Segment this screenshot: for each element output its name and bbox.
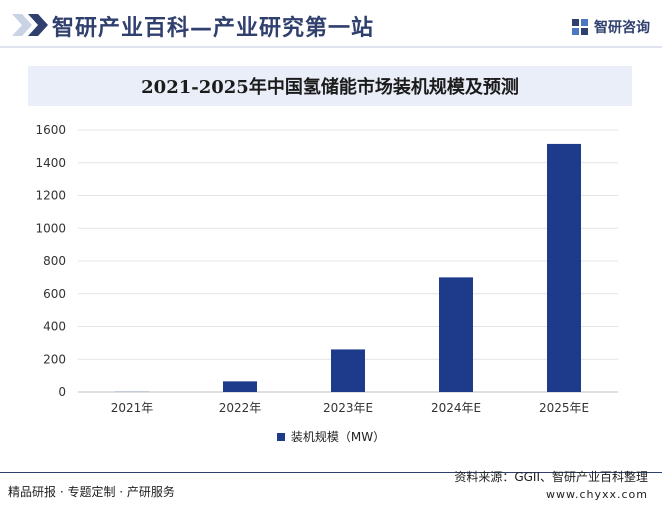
brand-logo: 智研咨询 [571, 16, 650, 38]
bar [331, 349, 365, 392]
site-url: www.chyxx.com [545, 488, 648, 501]
source-text: 资料来源：GGII、智研产业百科整理 [454, 470, 648, 484]
legend-swatch [276, 432, 285, 441]
x-tick-label: 2022年 [219, 401, 262, 415]
footer-source: 资料来源：GGII、智研产业百科整理 www.chyxx.com [454, 468, 648, 504]
site-title: 智研产业百科—产业研究第一站 [52, 16, 375, 41]
y-tick-label: 1600 [35, 123, 66, 137]
page-header: 智研产业百科—产业研究第一站 智研咨询 [0, 0, 662, 50]
bar [223, 381, 257, 392]
y-tick-label: 1200 [35, 189, 66, 203]
x-tick-label: 2024年E [431, 401, 481, 415]
x-tick-layer: 2021年 2022年 2023年E 2024年E 2025年E [111, 401, 589, 415]
y-tick-label: 600 [43, 287, 66, 301]
y-tick-label: 1400 [35, 156, 66, 170]
bar-chart: 0 200 400 600 800 1000 1200 1400 1600 2021年 2022年… [35, 123, 618, 415]
y-tick-label: 200 [43, 352, 66, 366]
y-tick-layer: 0 200 400 600 800 1000 1200 1400 1600 [35, 123, 66, 399]
x-tick-label: 2025年E [539, 401, 589, 415]
bar-layer [115, 143, 581, 392]
x-tick-label: 2023年E [323, 401, 373, 415]
logo-text: 智研咨询 [594, 20, 650, 36]
y-tick-label: 400 [43, 320, 66, 334]
y-tick-label: 1000 [35, 221, 66, 235]
zhiyan-logo-icon [572, 19, 588, 35]
chevron-double-right-icon [12, 14, 48, 36]
chart-title-band: 2021-2025年中国氢储能市场装机规模及预测 [28, 66, 632, 106]
footer-services: 精品研报 · 专题定制 · 产研服务 [8, 485, 175, 499]
footer-divider [0, 472, 662, 473]
chart-legend: 装机规模（MW） [0, 428, 662, 445]
chart-title: 2021-2025年中国氢储能市场装机规模及预测 [141, 77, 519, 98]
y-tick-label: 800 [43, 254, 66, 268]
bar [547, 143, 581, 392]
header-divider [0, 46, 662, 48]
y-tick-label: 0 [58, 385, 66, 399]
legend-label: 装机规模（MW） [290, 430, 386, 444]
bar [439, 277, 473, 392]
x-tick-label: 2021年 [111, 401, 154, 415]
